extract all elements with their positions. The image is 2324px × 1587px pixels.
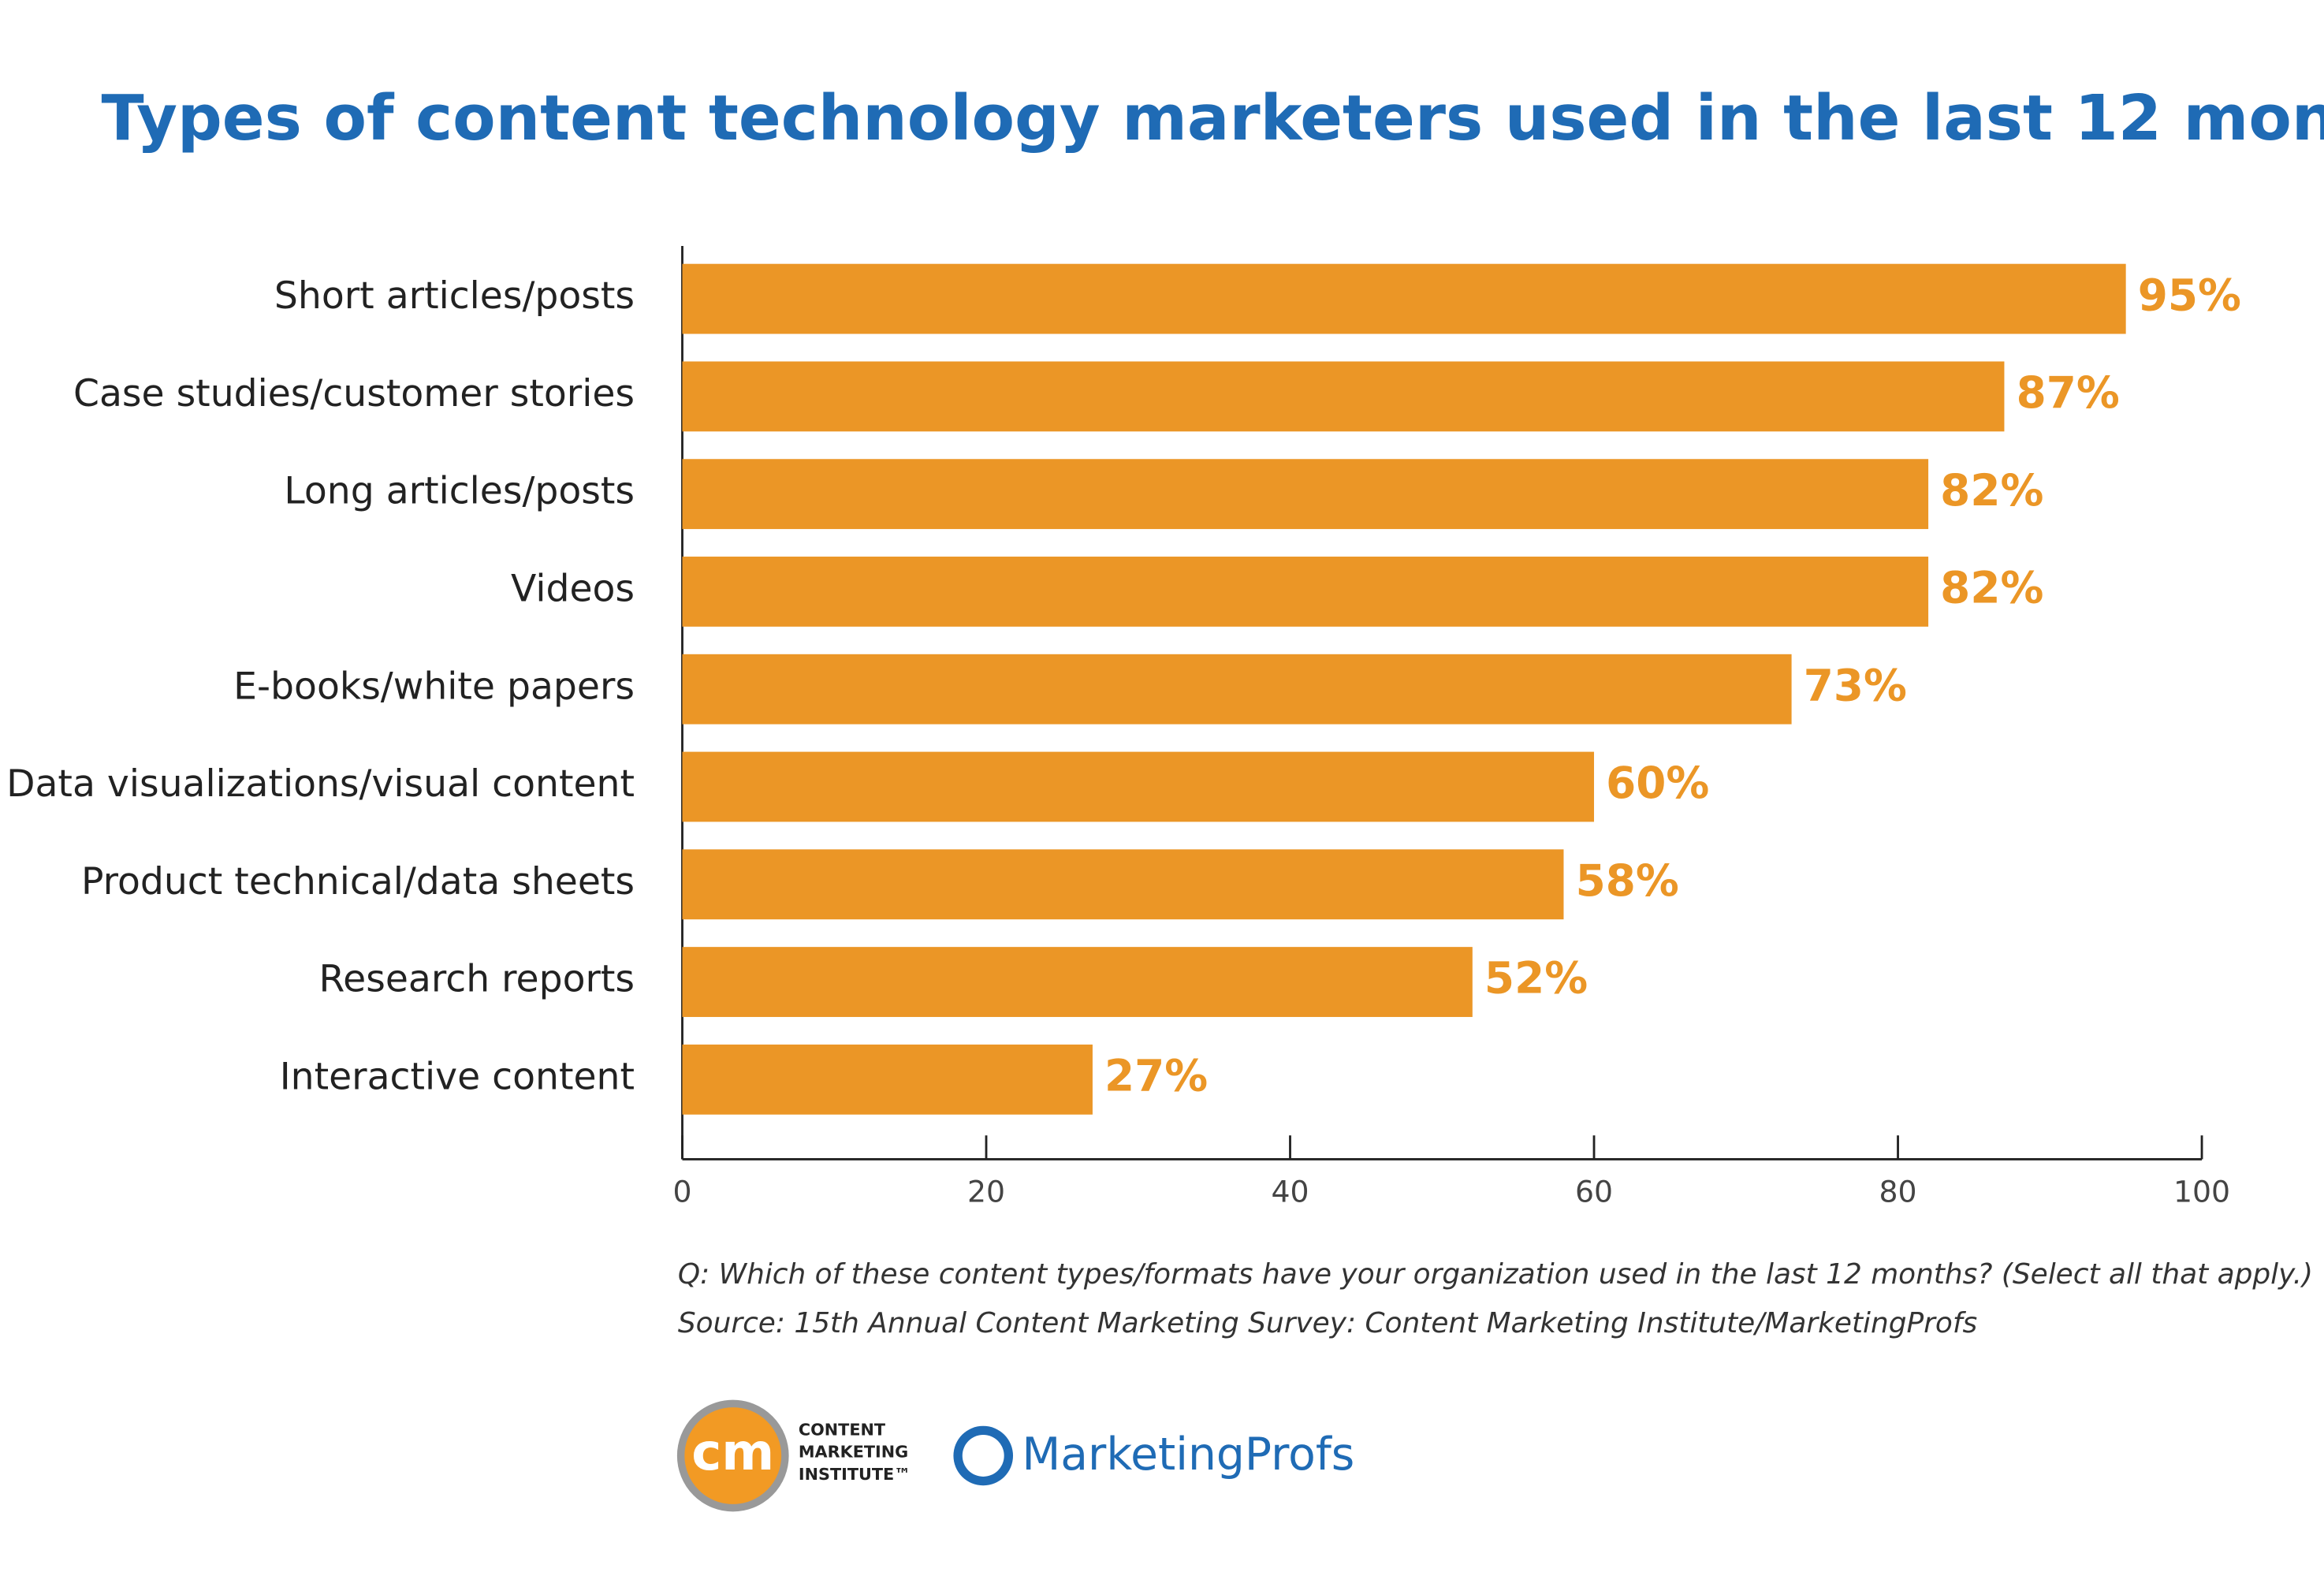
value-label: 73% [1804, 660, 1907, 710]
category-label: Research reports [318, 958, 635, 1001]
value-label: 58% [1576, 855, 1679, 906]
category-label: Product technical/data sheets [81, 860, 635, 903]
bar [682, 947, 1473, 1017]
category-label: E-books/white papers [233, 665, 635, 708]
cmi-circle [676, 1399, 789, 1512]
source-note: Source: 15th Annual Content Marketing Su… [678, 1307, 1977, 1339]
bar [682, 263, 2126, 334]
value-label: 87% [2017, 367, 2120, 418]
chart-title: Types of content technology marketers us… [102, 81, 2324, 155]
x-tick-label: 80 [1879, 1174, 1916, 1209]
value-label: 27% [1104, 1051, 1208, 1101]
mp-logo: MarketingProfs [953, 1425, 1354, 1486]
cmi-name: INSTITUTE™ [799, 1465, 911, 1484]
x-tick-label: 40 [1271, 1174, 1309, 1209]
x-tick-label: 0 [672, 1174, 691, 1209]
bar [682, 557, 1929, 627]
bar [682, 751, 1595, 822]
category-label: Short articles/posts [274, 274, 635, 318]
x-tick-label: 20 [967, 1174, 1005, 1209]
bar [682, 459, 1929, 530]
bar [682, 1044, 1093, 1115]
category-label: Data visualizations/visual content [6, 762, 635, 806]
mp-name: MarketingProfs [1022, 1429, 1354, 1481]
cmi-name: MARKETING [799, 1443, 908, 1462]
cmi-mark: cm [691, 1423, 774, 1482]
bar [682, 654, 1792, 725]
cmi-name: CONTENT [799, 1420, 886, 1439]
cmi-logo: cm CONTENT MARKETING INSTITUTE™ [676, 1399, 911, 1512]
value-label: 82% [1940, 465, 2043, 516]
mp-icon-inner [962, 1435, 1004, 1477]
category-label: Case studies/customer stories [73, 372, 635, 415]
bar [682, 361, 2005, 432]
category-label: Long articles/posts [284, 470, 635, 513]
value-label: 82% [1940, 563, 2043, 613]
category-label: Videos [511, 567, 635, 610]
value-label: 95% [2138, 270, 2241, 320]
x-tick-label: 60 [1575, 1174, 1613, 1209]
x-tick-label: 100 [2173, 1174, 2230, 1209]
bar [682, 849, 1564, 920]
category-label: Interactive content [280, 1055, 635, 1098]
value-label: 60% [1606, 758, 1709, 808]
value-label: 52% [1484, 953, 1588, 1004]
question-note: Q: Which of these content types/formats … [678, 1258, 2313, 1291]
